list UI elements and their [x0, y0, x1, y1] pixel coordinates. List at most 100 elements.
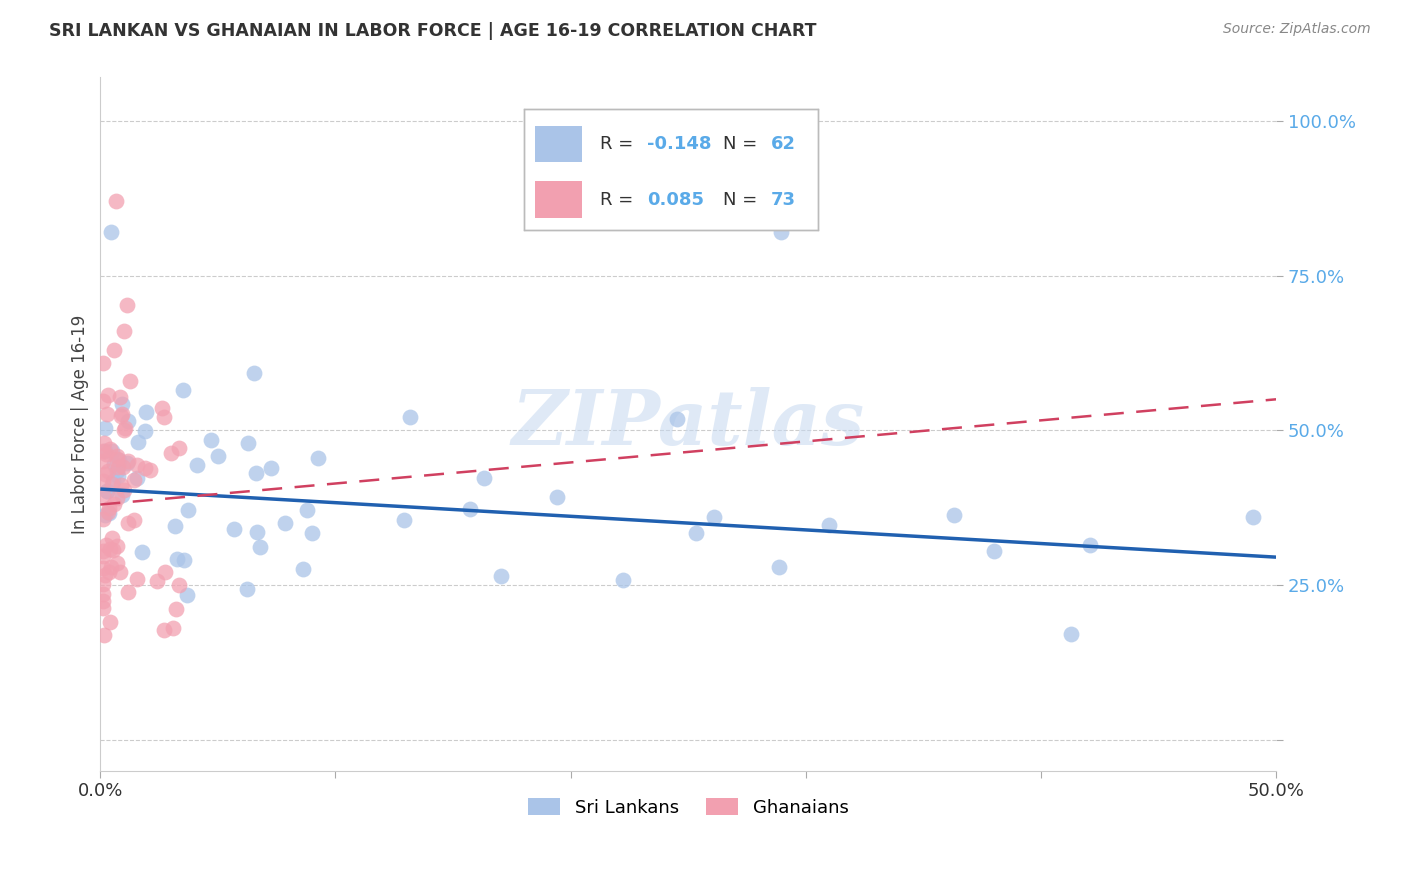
Point [117, 454, 139, 468]
Point [127, 434, 149, 449]
Point [94, 568, 117, 582]
Point [97, 464, 120, 478]
Point [666, 412, 689, 426]
Point [134, 461, 156, 475]
Point [111, 397, 134, 411]
Point [101, 531, 124, 545]
Point [111, 407, 134, 421]
Point [236, 435, 259, 450]
Point [546, 490, 568, 504]
Point [307, 450, 329, 465]
Point [173, 553, 195, 567]
Point [94, 446, 117, 460]
Point [163, 519, 186, 533]
Point [91, 594, 114, 608]
Point [245, 466, 267, 480]
Point [207, 449, 229, 463]
Point [91, 586, 114, 600]
Point [105, 451, 128, 466]
Point [186, 458, 208, 472]
Point [96, 484, 118, 499]
Point [166, 551, 188, 566]
Point [1060, 626, 1083, 640]
Point [685, 525, 707, 540]
Point [96, 538, 118, 552]
Point [91, 474, 114, 488]
Point [103, 497, 125, 511]
Point [108, 453, 131, 467]
Point [703, 510, 725, 524]
Point [118, 375, 141, 389]
Point [110, 478, 132, 492]
Point [103, 474, 125, 488]
Point [612, 573, 634, 587]
Point [127, 471, 149, 485]
Point [115, 298, 138, 312]
Point [153, 623, 176, 637]
Text: SRI LANKAN VS GHANAIAN IN LABOR FORCE | AGE 16-19 CORRELATION CHART: SRI LANKAN VS GHANAIAN IN LABOR FORCE | … [49, 22, 817, 40]
Point [101, 476, 124, 491]
Point [125, 458, 148, 472]
Point [167, 441, 190, 455]
Point [101, 443, 124, 458]
Point [134, 424, 156, 438]
Point [91, 454, 114, 468]
Point [107, 449, 129, 463]
Point [458, 501, 481, 516]
Point [96, 483, 118, 498]
Point [94, 508, 117, 523]
Point [94, 443, 117, 458]
Point [172, 384, 194, 398]
Point [105, 539, 128, 553]
Point [399, 409, 422, 424]
Point [295, 502, 318, 516]
Point [91, 487, 114, 501]
Point [122, 473, 145, 487]
Point [100, 560, 122, 574]
Point [115, 456, 138, 470]
Point [153, 566, 176, 580]
Point [96, 407, 118, 421]
Point [165, 602, 187, 616]
Point [107, 556, 129, 570]
Point [112, 324, 135, 338]
Point [98, 541, 121, 556]
Point [91, 549, 114, 563]
Point [101, 543, 124, 558]
Point [94, 467, 117, 481]
Point [91, 356, 114, 370]
Point [97, 388, 120, 402]
Point [103, 343, 125, 357]
Point [131, 544, 153, 558]
Point [98, 615, 121, 629]
Point [122, 513, 145, 527]
Point [224, 522, 246, 536]
Point [1241, 510, 1264, 524]
Point [135, 405, 157, 419]
Point [100, 225, 122, 239]
Point [200, 433, 222, 447]
Point [246, 525, 269, 540]
Point [236, 582, 259, 596]
Point [91, 543, 114, 558]
Point [150, 401, 173, 415]
Point [112, 483, 135, 497]
Point [301, 526, 323, 541]
Point [91, 561, 114, 575]
Point [107, 460, 129, 475]
Point [769, 225, 792, 239]
Point [489, 569, 512, 583]
Point [105, 194, 128, 209]
Point [242, 367, 264, 381]
Point [117, 584, 139, 599]
Point [139, 462, 162, 476]
Point [249, 540, 271, 554]
Point [273, 516, 295, 530]
Point [472, 470, 495, 484]
Point [817, 518, 839, 533]
Point [110, 409, 132, 423]
Point [768, 559, 790, 574]
Point [91, 601, 114, 615]
Point [105, 491, 128, 505]
Point [1078, 538, 1101, 552]
